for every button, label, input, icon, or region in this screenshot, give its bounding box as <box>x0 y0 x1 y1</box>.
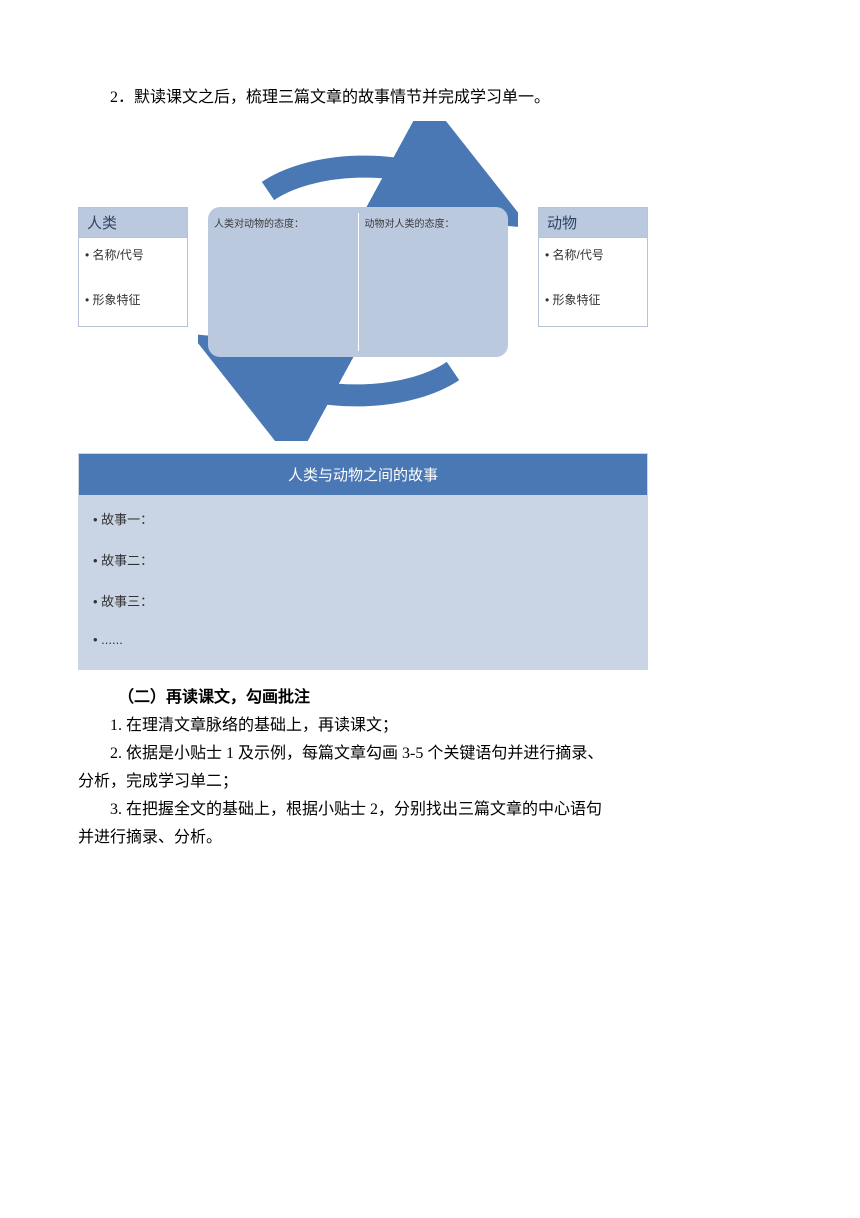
attitude-animal-to-human: 动物对人类的态度： <box>359 207 509 357</box>
story-header: 人类与动物之间的故事 <box>79 454 647 495</box>
story-body: • 故事一： • 故事二： • 故事三： • ...... <box>79 495 647 669</box>
story-item-3: • 故事三： <box>93 591 633 610</box>
story-item-2: • 故事二： <box>93 550 633 569</box>
animal-card: 动物 • 名称/代号 • 形象特征 <box>538 207 648 327</box>
story-item-1: • 故事一： <box>93 509 633 528</box>
human-card: 人类 • 名称/代号 • 形象特征 <box>78 207 188 327</box>
animal-bullet-feature: • 形象特征 <box>545 291 641 308</box>
page: 2．默读课文之后，梳理三篇文章的故事情节并完成学习单一。 人类 • 名称/代号 … <box>0 0 860 852</box>
section-2-line-5: 并进行摘录、分析。 <box>78 824 782 852</box>
human-bullet-feature: • 形象特征 <box>85 291 181 308</box>
relationship-diagram: 人类 • 名称/代号 • 形象特征 人类对动物的态度： 动物对人类的态度： 动物… <box>78 121 678 441</box>
human-bullet-name: • 名称/代号 <box>85 246 181 263</box>
section-2-line-1: 1. 在理清文章脉络的基础上，再读课文； <box>78 712 782 740</box>
story-box: 人类与动物之间的故事 • 故事一： • 故事二： • 故事三： • ...... <box>78 453 648 670</box>
human-card-title: 人类 <box>79 208 187 238</box>
attitude-human-to-animal: 人类对动物的态度： <box>208 207 358 357</box>
story-item-more: • ...... <box>93 632 633 647</box>
section-2-line-3: 分析，完成学习单二； <box>78 768 782 796</box>
animal-card-body: • 名称/代号 • 形象特征 <box>539 238 647 326</box>
section-2-line-4: 3. 在把握全文的基础上，根据小贴士 2，分别找出三篇文章的中心语句 <box>78 796 782 824</box>
animal-bullet-name: • 名称/代号 <box>545 246 641 263</box>
intro-text: 2．默读课文之后，梳理三篇文章的故事情节并完成学习单一。 <box>78 85 782 111</box>
attitude-box: 人类对动物的态度： 动物对人类的态度： <box>208 207 508 357</box>
animal-card-title: 动物 <box>539 208 647 238</box>
human-card-body: • 名称/代号 • 形象特征 <box>79 238 187 326</box>
section-2-line-2: 2. 依据是小贴士 1 及示例，每篇文章勾画 3-5 个关键语句并进行摘录、 <box>78 740 782 768</box>
section-2: （二）再读课文，勾画批注 1. 在理清文章脉络的基础上，再读课文； 2. 依据是… <box>78 684 782 852</box>
section-2-heading: （二）再读课文，勾画批注 <box>78 684 782 712</box>
